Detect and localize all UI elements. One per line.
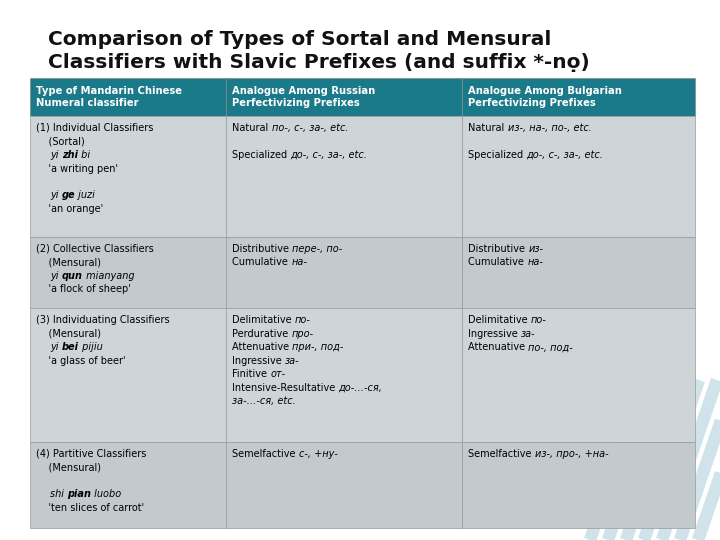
Text: yi: yi xyxy=(50,271,62,281)
Text: Specialized: Specialized xyxy=(468,150,526,160)
Bar xyxy=(30,237,226,308)
Text: mianyang: mianyang xyxy=(83,271,134,281)
Bar xyxy=(30,78,226,116)
Text: Semelfactive: Semelfactive xyxy=(468,449,535,458)
Text: Distributive: Distributive xyxy=(468,244,528,254)
Text: Intensive-Resultative: Intensive-Resultative xyxy=(232,383,338,393)
Text: Finitive: Finitive xyxy=(232,369,270,380)
Text: luobo: luobo xyxy=(91,489,122,499)
Text: Natural: Natural xyxy=(232,123,271,133)
Bar xyxy=(226,442,462,528)
Text: Attenuative: Attenuative xyxy=(232,342,292,353)
Text: Specialized: Specialized xyxy=(232,150,290,160)
Text: 'a flock of sheep': 'a flock of sheep' xyxy=(36,285,131,294)
Text: (1) Individual Classifiers: (1) Individual Classifiers xyxy=(36,123,153,133)
Bar xyxy=(30,308,226,442)
Bar xyxy=(462,237,695,308)
Text: по-: по- xyxy=(531,315,547,326)
Text: пере-, по-: пере-, по- xyxy=(292,244,343,254)
Text: Attenuative: Attenuative xyxy=(468,342,528,353)
Text: qun: qun xyxy=(62,271,83,281)
Text: за-: за- xyxy=(285,356,300,366)
Text: Analogue Among Russian
Perfectivizing Prefixes: Analogue Among Russian Perfectivizing Pr… xyxy=(232,86,375,109)
Text: yi: yi xyxy=(50,342,62,353)
Text: shi: shi xyxy=(50,489,67,499)
Text: (4) Partitive Classifiers: (4) Partitive Classifiers xyxy=(36,449,146,458)
Text: Cumulative: Cumulative xyxy=(468,258,527,267)
Text: Cumulative: Cumulative xyxy=(232,258,291,267)
Text: на-: на- xyxy=(291,258,307,267)
Text: (2) Collective Classifiers: (2) Collective Classifiers xyxy=(36,244,154,254)
Text: по-, с-, за-, etc.: по-, с-, за-, etc. xyxy=(271,123,348,133)
Text: Perdurative: Perdurative xyxy=(232,329,292,339)
Text: от-: от- xyxy=(270,369,285,380)
Text: до-, с-, за-, etc.: до-, с-, за-, etc. xyxy=(290,150,367,160)
Text: 'a glass of beer': 'a glass of beer' xyxy=(36,356,125,366)
Text: по-, под-: по-, под- xyxy=(528,342,573,353)
Text: Classifiers with Slavic Prefixes (and suffix *-nọ): Classifiers with Slavic Prefixes (and su… xyxy=(48,53,590,72)
Bar xyxy=(30,116,226,237)
Bar xyxy=(462,78,695,116)
Text: ge: ge xyxy=(62,191,76,200)
Text: (Sortal): (Sortal) xyxy=(36,137,85,146)
Text: Semelfactive: Semelfactive xyxy=(232,449,299,458)
Text: (Mensural): (Mensural) xyxy=(36,462,101,472)
Text: из-: из- xyxy=(528,244,544,254)
Bar xyxy=(226,237,462,308)
Text: bi: bi xyxy=(78,150,90,160)
Text: (Mensural): (Mensural) xyxy=(36,258,101,267)
Text: pian: pian xyxy=(67,489,91,499)
Text: juzi: juzi xyxy=(76,191,95,200)
Text: до-…-ся,: до-…-ся, xyxy=(338,383,382,393)
Text: при-, под-: при-, под- xyxy=(292,342,344,353)
Text: 'a writing pen': 'a writing pen' xyxy=(36,164,118,173)
Bar xyxy=(462,308,695,442)
Text: 'ten slices of carrot': 'ten slices of carrot' xyxy=(36,503,144,512)
Text: из-, про-, +на-: из-, про-, +на- xyxy=(535,449,608,458)
Text: про-: про- xyxy=(292,329,314,339)
Bar xyxy=(30,442,226,528)
Text: за-…-ся, etc.: за-…-ся, etc. xyxy=(232,396,296,407)
Text: Comparison of Types of Sortal and Mensural: Comparison of Types of Sortal and Mensur… xyxy=(48,30,552,49)
Bar xyxy=(462,442,695,528)
Text: pijiu: pijiu xyxy=(78,342,102,353)
Text: zhi: zhi xyxy=(62,150,78,160)
Text: на-: на- xyxy=(527,258,543,267)
Text: Distributive: Distributive xyxy=(232,244,292,254)
Text: yi: yi xyxy=(50,191,62,200)
Text: Analogue Among Bulgarian
Perfectivizing Prefixes: Analogue Among Bulgarian Perfectivizing … xyxy=(468,86,622,109)
Text: Natural: Natural xyxy=(468,123,508,133)
Text: Ingressive: Ingressive xyxy=(232,356,285,366)
Bar xyxy=(226,308,462,442)
Text: из-, на-, по-, etc.: из-, на-, по-, etc. xyxy=(508,123,592,133)
Text: Ingressive: Ingressive xyxy=(468,329,521,339)
Bar xyxy=(226,116,462,237)
Text: Delimitative: Delimitative xyxy=(468,315,531,326)
Text: Delimitative: Delimitative xyxy=(232,315,295,326)
Text: Type of Mandarin Chinese
Numeral classifier: Type of Mandarin Chinese Numeral classif… xyxy=(36,86,182,109)
Text: с-, +ну-: с-, +ну- xyxy=(299,449,338,458)
Bar xyxy=(462,116,695,237)
Text: yi: yi xyxy=(50,150,62,160)
Text: до-, с-, за-, etc.: до-, с-, за-, etc. xyxy=(526,150,603,160)
Text: bei: bei xyxy=(62,342,78,353)
Text: (3) Individuating Classifiers: (3) Individuating Classifiers xyxy=(36,315,170,326)
Text: (Mensural): (Mensural) xyxy=(36,329,101,339)
Text: за-: за- xyxy=(521,329,536,339)
Text: по-: по- xyxy=(295,315,311,326)
Text: 'an orange': 'an orange' xyxy=(36,204,103,214)
Bar xyxy=(226,78,462,116)
